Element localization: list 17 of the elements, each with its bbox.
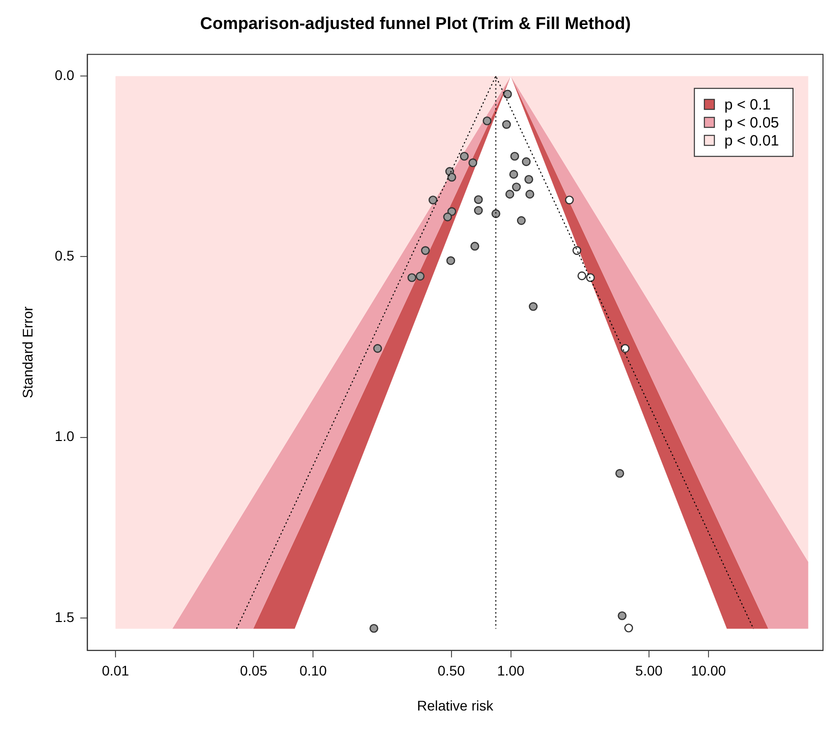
x-tick-label: 0.50 bbox=[438, 662, 466, 679]
x-axis-title: Relative risk bbox=[417, 697, 494, 714]
x-tick-label: 5.00 bbox=[635, 662, 663, 679]
x-tick-label: 0.01 bbox=[102, 662, 130, 679]
x-tick-label: 1.00 bbox=[497, 662, 525, 679]
legend-label: p < 0.01 bbox=[724, 132, 780, 150]
x-tick-label: 10.00 bbox=[690, 662, 726, 679]
y-tick-label: 0.0 bbox=[54, 66, 74, 83]
y-tick-label: 0.5 bbox=[54, 248, 74, 264]
y-axis-title: Standard Error bbox=[19, 306, 36, 398]
x-tick-label: 0.05 bbox=[240, 662, 268, 679]
legend-label: p < 0.05 bbox=[724, 114, 780, 132]
legend-label: p < 0.1 bbox=[724, 96, 771, 114]
y-tick-label: 1.5 bbox=[54, 608, 74, 625]
chart-title: Comparison-adjusted funnel Plot (Trim & Fill Method) bbox=[200, 14, 631, 33]
x-tick-label: 0.10 bbox=[299, 662, 327, 679]
y-tick-label: 1.0 bbox=[54, 428, 74, 444]
